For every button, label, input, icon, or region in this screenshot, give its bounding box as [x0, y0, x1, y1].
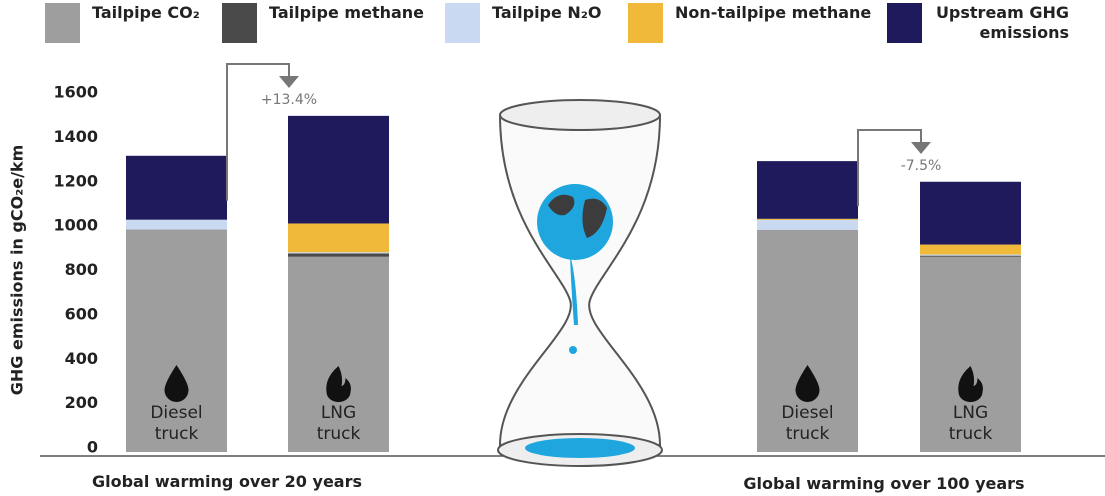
lng-icon	[958, 366, 983, 402]
category-label: LNG truck	[316, 403, 361, 444]
diesel-icon	[164, 365, 189, 402]
legend-label: Tailpipe methane	[269, 3, 425, 22]
lng-icon	[326, 366, 351, 402]
legend-label: Tailpipe CO₂	[92, 3, 200, 22]
bar-segment	[920, 255, 1021, 257]
change-bracket	[857, 129, 922, 207]
diesel-icon	[795, 365, 820, 402]
legend-label: Tailpipe N₂O	[492, 3, 602, 22]
bar-segment	[288, 252, 389, 254]
y-tick-label: 0	[87, 438, 98, 457]
bar-segment	[288, 256, 389, 452]
bar-segment	[757, 219, 858, 230]
bar-segment	[288, 223, 389, 253]
y-tick-label: 200	[65, 393, 98, 412]
legend-swatch	[45, 3, 80, 43]
bar-segment	[126, 230, 227, 452]
bar-segment	[920, 256, 1021, 452]
change-label: -7.5%	[901, 158, 942, 174]
legend-swatch	[222, 3, 257, 43]
legend-item: Non-tailpipe methane	[628, 3, 871, 43]
category-label: LNG truck	[948, 403, 993, 444]
hourglass	[497, 99, 663, 467]
bar-segment	[757, 230, 858, 452]
legend-swatch	[628, 3, 663, 43]
y-tick-label: 1600	[53, 83, 98, 102]
legend-item: Tailpipe methane	[222, 3, 424, 43]
change-arrow	[911, 142, 931, 154]
legend-item: Upstream GHG emissions	[887, 3, 1069, 43]
legend-swatch	[887, 3, 922, 43]
legend-label: Non-tailpipe methane	[675, 3, 872, 22]
y-axis-label: GHG emissions in gCO₂e/km	[8, 145, 27, 396]
bar-segment	[288, 253, 389, 257]
bar-segment	[920, 181, 1021, 245]
group-label: Global warming over 100 years	[743, 474, 1025, 493]
bar-segment	[920, 254, 1021, 256]
bar-segment	[126, 155, 227, 220]
change-bracket	[226, 63, 290, 201]
y-tick-label: 600	[65, 304, 98, 323]
change-arrow	[279, 76, 299, 88]
y-tick-label: 1200	[53, 171, 98, 190]
category-label: Diesel truck	[781, 403, 834, 444]
y-tick-label: 1400	[53, 127, 98, 146]
bar-segment	[920, 244, 1021, 255]
legend-item: Tailpipe N₂O	[445, 3, 601, 43]
change-label: +13.4%	[261, 92, 317, 108]
bar-segment	[757, 161, 858, 219]
legend-item: Tailpipe CO₂	[45, 3, 200, 43]
y-tick-label: 400	[65, 349, 98, 368]
y-tick-label: 800	[65, 260, 98, 279]
bar-segment	[288, 115, 389, 224]
y-tick-label: 1000	[53, 216, 98, 235]
category-label: Diesel truck	[150, 403, 203, 444]
bar-segment	[126, 219, 227, 230]
legend-label: Upstream GHG emissions	[935, 3, 1069, 42]
group-label: Global warming over 20 years	[91, 472, 362, 491]
bar-segment	[757, 218, 858, 220]
legend-swatch	[445, 3, 480, 43]
